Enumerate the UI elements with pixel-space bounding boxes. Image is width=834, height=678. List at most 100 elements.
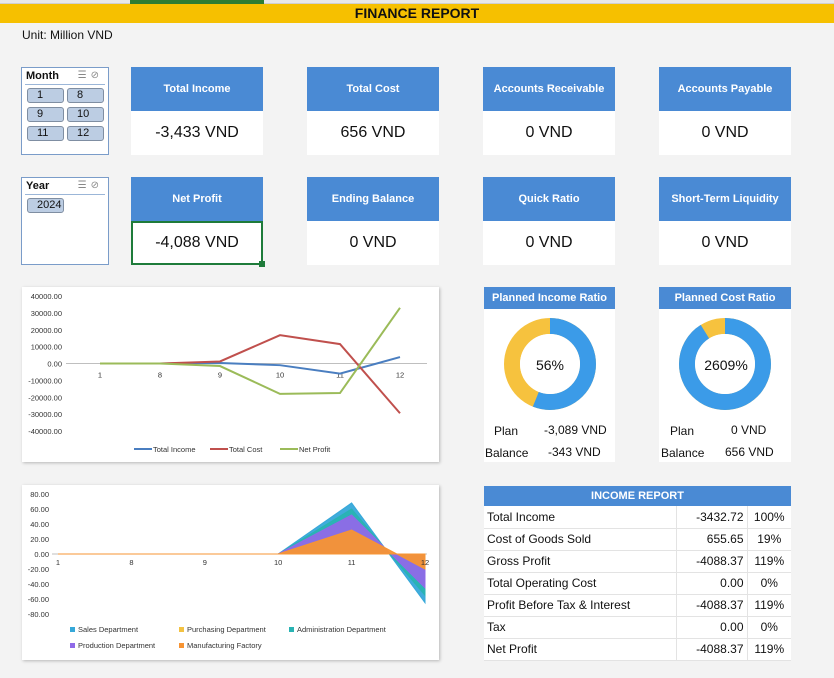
planned-income-ratio-card: Planned Income Ratio 56% Plan -3,089 VND…: [484, 287, 615, 462]
kpi-ending-balance: Ending Balance 0 VND: [307, 177, 439, 265]
table-row: Tax 0.00 0%: [484, 616, 791, 639]
area-chart-panel[interactable]: 80.00 60.00 40.00 20.00 0.00 -20.00 -40.00 -60.…: [22, 485, 439, 660]
y-tick-label: 0.00: [34, 550, 49, 559]
income-cell-pct: 0%: [746, 616, 791, 639]
kpi-short-term-liquidity: Short-Term Liquidity 0 VND: [659, 177, 791, 265]
income-cell-pct: 19%: [746, 528, 791, 551]
kpi-net-profit[interactable]: Net Profit -4,088 VND: [131, 177, 265, 267]
table-row: Total Income -3432.72 100%: [484, 506, 791, 529]
month-slicer: Month ☰⊘ 1 8 9 10 11 12: [21, 67, 109, 155]
plan-value: -3,089 VND: [544, 423, 607, 437]
kpi-value: 0 VND: [659, 221, 791, 265]
income-cell-value: -4088.37: [676, 594, 747, 617]
legend-swatch: [70, 643, 75, 648]
y-tick-label: 60.00: [30, 505, 49, 514]
income-cell-value: 655.65: [676, 528, 747, 551]
income-cell-label: Net Profit: [484, 638, 677, 661]
area-chart: 80.00 60.00 40.00 20.00 0.00 -20.00 -40.00 -60.…: [28, 490, 429, 650]
legend-label: Total Income: [153, 445, 196, 454]
month-option-8[interactable]: 8: [67, 88, 104, 103]
line-chart-panel[interactable]: 40000.00 30000.00 20000.00 10000.00 0.00 -100…: [22, 287, 439, 462]
income-cell-label: Total Income: [484, 506, 677, 529]
line-chart: 40000.00 30000.00 20000.00 10000.00 0.00 -100…: [28, 292, 427, 454]
y-tick-label: -20.00: [28, 565, 49, 574]
x-tick-label: 1: [56, 558, 60, 567]
legend-swatch: [289, 627, 294, 632]
month-slicer-title: Month: [26, 70, 59, 82]
planned-cost-ratio-card: Planned Cost Ratio 2609% Plan 0 VND Bala…: [659, 287, 791, 462]
kpi-value: 0 VND: [483, 111, 615, 155]
y-tick-label: -40.00: [28, 580, 49, 589]
x-tick-label: 9: [203, 558, 207, 567]
income-cell-value: -4088.37: [676, 638, 747, 661]
balance-value: -343 VND: [548, 445, 601, 459]
y-tick-label: 40000.00: [31, 292, 62, 301]
income-cell-label: Tax: [484, 616, 677, 639]
x-tick-label: 12: [421, 558, 429, 567]
x-tick-label: 1: [98, 371, 102, 380]
x-tick-label: 10: [276, 371, 284, 380]
year-option-2024[interactable]: 2024: [27, 198, 64, 213]
series-line-total-cost: [100, 334, 401, 414]
y-tick-label: 80.00: [30, 490, 49, 499]
kpi-value: 0 VND: [659, 111, 791, 155]
income-cell-pct: 100%: [746, 506, 791, 529]
donut-hole: [695, 334, 755, 394]
clear-filter-icon[interactable]: ⊘: [90, 70, 103, 81]
month-option-12[interactable]: 12: [67, 126, 104, 141]
x-tick-label: 8: [158, 371, 162, 380]
unit-label: Unit: Million VND: [22, 28, 113, 42]
sheet-column-strip: [0, 0, 834, 4]
y-tick-label: 30000.00: [31, 309, 62, 318]
table-row: Net Profit -4088.37 119%: [484, 638, 791, 661]
legend-label: Total Cost: [229, 445, 263, 454]
multi-select-icon[interactable]: ☰: [77, 180, 91, 191]
y-tick-label: -40000.00: [28, 427, 62, 436]
income-cell-label: Total Operating Cost: [484, 572, 677, 595]
y-tick-label: 0.00: [47, 360, 62, 369]
donut-value: [679, 318, 771, 410]
kpi-label: Short-Term Liquidity: [659, 177, 791, 221]
donut-value: [504, 318, 596, 410]
clear-filter-icon[interactable]: ⊘: [90, 180, 103, 191]
y-tick-label: -20000.00: [28, 393, 62, 402]
month-option-11[interactable]: 11: [27, 126, 64, 141]
income-report-table: INCOME REPORT Total Income -3432.72 100% Co…: [484, 486, 791, 661]
legend-label: Production Department: [78, 641, 156, 650]
plan-value: 0 VND: [731, 423, 767, 437]
kpi-total-income: Total Income -3,433 VND: [131, 67, 263, 155]
cost-ratio-percent: 2609%: [704, 357, 748, 373]
kpi-accounts-payable: Accounts Payable 0 VND: [659, 67, 791, 155]
table-row: Profit Before Tax & Interest -4088.37 119%: [484, 594, 791, 617]
balance-label: Balance: [485, 446, 529, 460]
kpi-accounts-receivable: Accounts Receivable 0 VND: [483, 67, 615, 155]
kpi-label: Ending Balance: [307, 177, 439, 221]
y-tick-label: 10000.00: [31, 343, 62, 352]
kpi-value: 0 VND: [307, 221, 439, 265]
kpi-quick-ratio: Quick Ratio 0 VND: [483, 177, 615, 265]
x-tick-label: 10: [274, 558, 282, 567]
selected-column-marker: [130, 0, 264, 4]
income-cell-pct: 119%: [746, 550, 791, 573]
series-line-net-profit: [100, 307, 401, 395]
month-option-10[interactable]: 10: [67, 107, 104, 122]
kpi-value: 656 VND: [307, 111, 439, 155]
table-row: Total Operating Cost 0.00 0%: [484, 572, 791, 595]
table-row: Cost of Goods Sold 655.65 19%: [484, 528, 791, 551]
income-cell-value: -4088.37: [676, 550, 747, 573]
income-cell-pct: 119%: [746, 638, 791, 661]
multi-select-icon[interactable]: ☰: [77, 70, 91, 81]
x-tick-label: 11: [348, 558, 356, 567]
legend-swatch: [179, 643, 184, 648]
donut-hole: [520, 334, 580, 394]
balance-value: 656 VND: [725, 445, 774, 459]
kpi-value[interactable]: -4,088 VND: [131, 221, 265, 267]
income-cell-value: 0.00: [676, 616, 747, 639]
month-option-9[interactable]: 9: [27, 107, 64, 122]
income-cell-label: Profit Before Tax & Interest: [484, 594, 677, 617]
month-option-1[interactable]: 1: [27, 88, 64, 103]
kpi-label: Quick Ratio: [483, 177, 615, 221]
legend-label: Purchasing Department: [187, 625, 267, 634]
y-tick-label: -10000.00: [28, 376, 62, 385]
ratio-title: Planned Income Ratio: [484, 287, 615, 309]
